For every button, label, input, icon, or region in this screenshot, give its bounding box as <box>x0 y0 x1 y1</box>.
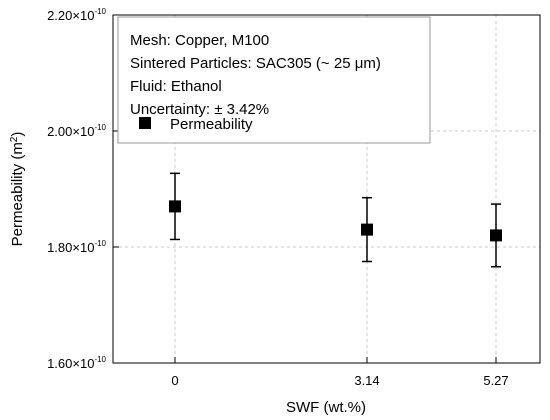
data-point-marker <box>490 229 502 242</box>
legend-marker-square <box>139 117 151 129</box>
annotation-box-frame <box>117 16 431 144</box>
x-axis-ticks: 0 3.14 5.27 <box>171 357 509 388</box>
data-point-marker <box>169 200 181 213</box>
annotation-mesh: Mesh: Copper, M100 <box>130 32 269 49</box>
y-axis-ticks: 1.60×10-10 1.80×10-10 2.00×10-10 2.20×10-10 <box>47 7 119 371</box>
data-points <box>169 172 502 268</box>
annotation-uncertainty: Uncertainty: ± 3.42% <box>130 101 269 118</box>
annotation-box: Mesh: Copper, M100 Sintered Particles: S… <box>117 16 431 144</box>
y-axis-title: Permeability (m2) <box>9 132 27 247</box>
y-tick-label: 2.20×10-10 <box>47 7 106 23</box>
data-point-group <box>169 172 181 241</box>
annotation-particles: Sintered Particles: SAC305 (~ 25 μm) <box>130 55 381 72</box>
x-tick-label: 3.14 <box>354 373 379 388</box>
y-tick-label: 2.00×10-10 <box>47 123 106 139</box>
x-tick-label: 0 <box>171 373 178 388</box>
x-axis-title: SWF (wt.%) <box>286 399 366 416</box>
legend-series-label: Permeability <box>170 116 253 133</box>
data-point-group <box>490 203 502 268</box>
y-tick-label: 1.60×10-10 <box>47 355 106 371</box>
y-tick-label: 1.80×10-10 <box>47 239 106 255</box>
x-tick-label: 5.27 <box>483 373 508 388</box>
data-point-group <box>361 196 373 263</box>
plot-area-frame <box>112 14 541 364</box>
annotation-fluid: Fluid: Ethanol <box>130 78 222 95</box>
data-point-marker <box>361 223 373 236</box>
